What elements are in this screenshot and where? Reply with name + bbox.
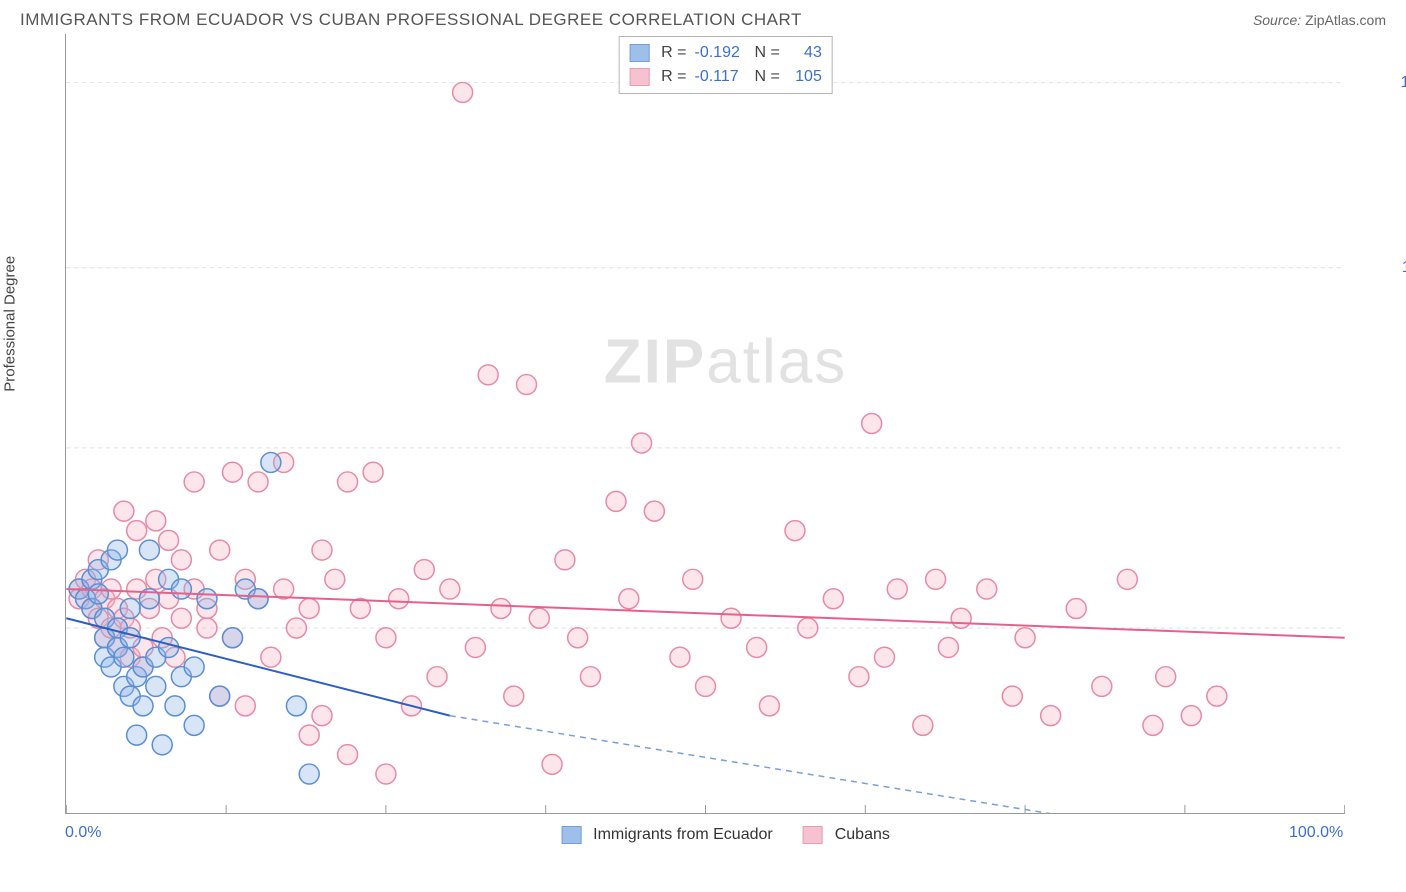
y-tick-label: 15.0% [1401,74,1406,92]
r-value-ecuador: -0.192 [695,41,747,65]
r-label: R = [661,65,686,89]
correlation-stats-box: R = -0.192 N = 43 R = -0.117 N = 105 [618,36,833,94]
n-label: N = [755,65,780,89]
legend-item-cubans: Cubans [803,826,890,844]
n-label: N = [755,41,780,65]
y-axis-label: Professional Degree [2,256,19,392]
scatter-plot-svg [65,34,1345,814]
chart-title: IMMIGRANTS FROM ECUADOR VS CUBAN PROFESS… [20,10,802,30]
n-value-ecuador: 43 [788,41,822,65]
r-label: R = [661,41,686,65]
legend-item-ecuador: Immigrants from Ecuador [561,826,773,844]
bottom-legend: Immigrants from Ecuador Cubans [561,826,890,844]
legend-swatch-ecuador [561,826,581,844]
source-attribution: Source: ZipAtlas.com [1253,12,1386,28]
legend-label-cubans: Cubans [835,826,890,844]
r-value-cubans: -0.117 [695,65,747,89]
stats-row-cubans: R = -0.117 N = 105 [629,65,822,89]
legend-label-ecuador: Immigrants from Ecuador [593,826,773,844]
source-label: Source: [1253,12,1301,28]
legend-swatch-cubans [803,826,823,844]
y-tick-label: 11.2% [1402,259,1406,277]
swatch-cubans [629,68,649,86]
n-value-cubans: 105 [788,65,822,89]
source-value: ZipAtlas.com [1305,12,1386,28]
x-tick-label: 0.0% [65,824,101,842]
chart-container: Professional Degree ZIPatlas R = -0.192 … [20,34,1386,814]
stats-row-ecuador: R = -0.192 N = 43 [629,41,822,65]
swatch-ecuador [629,44,649,62]
x-tick-label: 100.0% [1289,824,1343,842]
plot-area: ZIPatlas R = -0.192 N = 43 R = -0.117 N … [65,34,1386,814]
